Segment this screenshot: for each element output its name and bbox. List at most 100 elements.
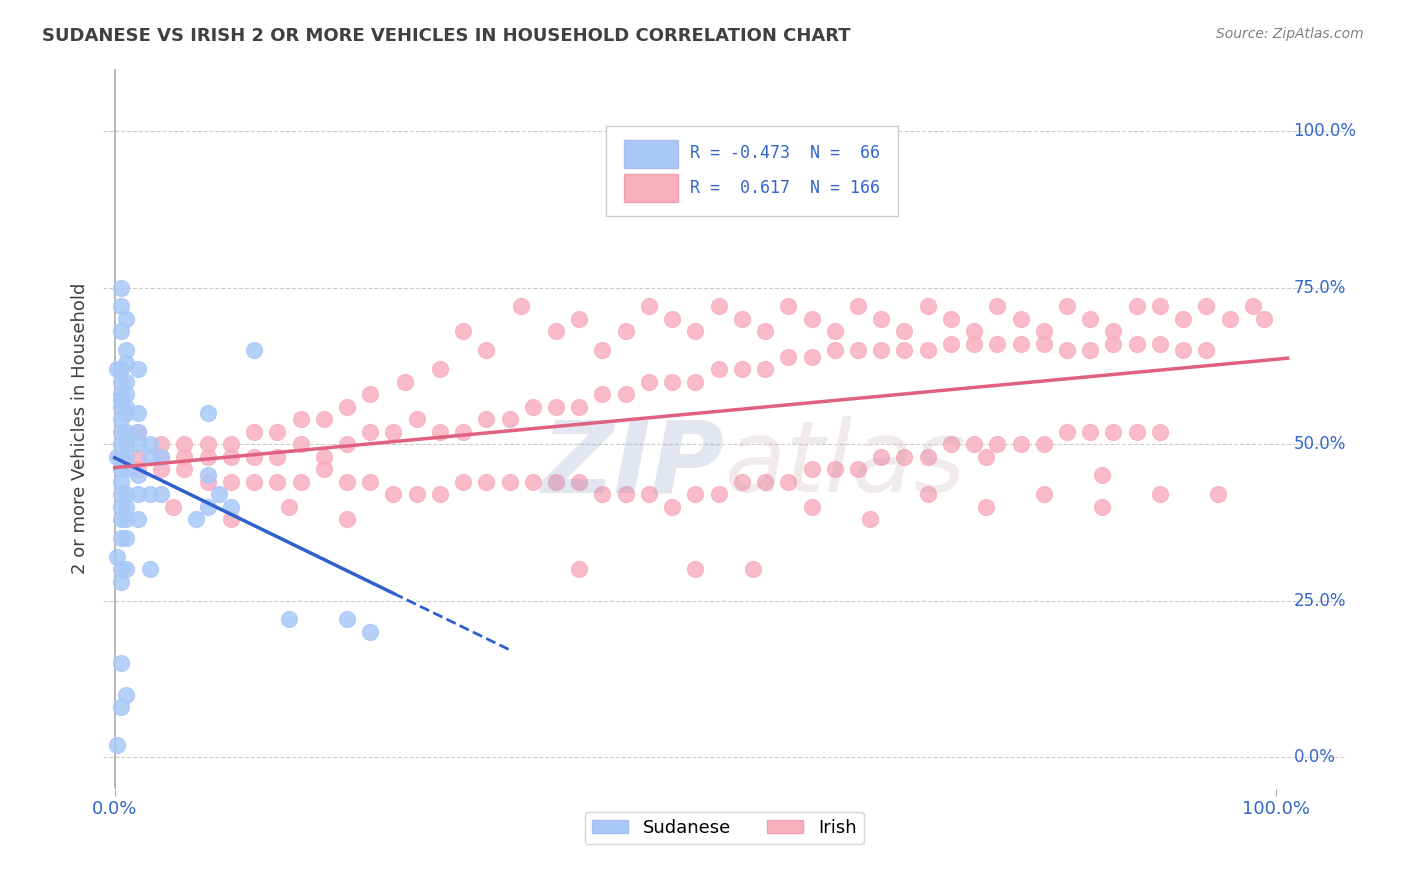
Point: [1206, 487, 1229, 501]
Point: [614, 387, 637, 401]
Point: [986, 337, 1008, 351]
Point: [290, 437, 312, 451]
Point: [614, 325, 637, 339]
Point: [138, 450, 160, 464]
Point: [197, 468, 219, 483]
Point: [115, 356, 138, 370]
Point: [110, 574, 132, 589]
Point: [138, 562, 160, 576]
Point: [138, 437, 160, 451]
Legend: Sudanese, Irish: Sudanese, Irish: [585, 812, 863, 845]
Point: [110, 437, 132, 451]
Point: [110, 300, 132, 314]
Point: [1078, 312, 1101, 326]
Point: [219, 450, 242, 464]
Point: [451, 325, 474, 339]
Point: [1149, 487, 1171, 501]
Point: [110, 487, 132, 501]
Text: SUDANESE VS IRISH 2 OR MORE VEHICLES IN HOUSEHOLD CORRELATION CHART: SUDANESE VS IRISH 2 OR MORE VEHICLES IN …: [42, 27, 851, 45]
Point: [219, 512, 242, 526]
Point: [115, 343, 138, 358]
Point: [405, 487, 427, 501]
Point: [498, 475, 520, 489]
Point: [1241, 300, 1264, 314]
Point: [382, 425, 405, 439]
Point: [150, 462, 173, 476]
Point: [800, 500, 823, 514]
Point: [243, 425, 266, 439]
Point: [858, 512, 880, 526]
Text: 25.0%: 25.0%: [1294, 591, 1346, 610]
Point: [278, 612, 301, 626]
Point: [963, 437, 986, 451]
FancyBboxPatch shape: [606, 126, 898, 216]
Point: [336, 512, 359, 526]
Text: ZIP: ZIP: [541, 416, 724, 513]
Point: [219, 500, 242, 514]
Point: [754, 362, 776, 376]
Point: [778, 475, 800, 489]
Point: [824, 325, 846, 339]
Point: [150, 450, 173, 464]
Point: [893, 343, 915, 358]
Point: [1056, 300, 1078, 314]
Point: [661, 312, 683, 326]
Point: [917, 450, 939, 464]
Point: [197, 437, 219, 451]
Point: [1056, 425, 1078, 439]
Point: [312, 412, 335, 426]
Point: [150, 487, 173, 501]
Text: R =  0.617  N = 166: R = 0.617 N = 166: [689, 179, 880, 197]
Text: 75.0%: 75.0%: [1294, 278, 1346, 297]
Point: [115, 531, 138, 545]
Point: [800, 462, 823, 476]
Point: [173, 450, 195, 464]
Point: [110, 375, 132, 389]
Point: [184, 512, 207, 526]
Point: [1078, 343, 1101, 358]
Y-axis label: 2 or more Vehicles in Household: 2 or more Vehicles in Household: [72, 283, 89, 574]
Point: [115, 406, 138, 420]
Point: [127, 512, 149, 526]
Point: [110, 475, 132, 489]
Point: [359, 387, 381, 401]
Text: atlas: atlas: [724, 416, 966, 513]
Text: 50.0%: 50.0%: [1294, 435, 1346, 453]
Point: [661, 500, 683, 514]
Point: [638, 300, 661, 314]
Point: [127, 462, 149, 476]
Point: [336, 475, 359, 489]
Point: [568, 400, 591, 414]
Point: [105, 549, 128, 564]
Point: [731, 312, 754, 326]
Point: [939, 437, 962, 451]
Point: [336, 437, 359, 451]
Point: [150, 437, 173, 451]
Point: [219, 437, 242, 451]
Point: [685, 375, 707, 389]
Point: [754, 475, 776, 489]
Point: [197, 450, 219, 464]
Point: [1091, 500, 1114, 514]
Point: [451, 425, 474, 439]
Point: [1125, 337, 1147, 351]
Point: [105, 362, 128, 376]
Point: [1010, 337, 1032, 351]
Point: [846, 300, 869, 314]
Point: [568, 475, 591, 489]
Point: [394, 375, 416, 389]
Point: [893, 450, 915, 464]
Point: [974, 450, 997, 464]
FancyBboxPatch shape: [624, 174, 679, 202]
Text: 0.0%: 0.0%: [1294, 748, 1336, 766]
Point: [614, 487, 637, 501]
Point: [707, 362, 730, 376]
Point: [661, 375, 683, 389]
Point: [475, 343, 498, 358]
Point: [115, 425, 138, 439]
Point: [243, 450, 266, 464]
Point: [115, 512, 138, 526]
Point: [1032, 337, 1054, 351]
Point: [475, 475, 498, 489]
Point: [110, 280, 132, 294]
